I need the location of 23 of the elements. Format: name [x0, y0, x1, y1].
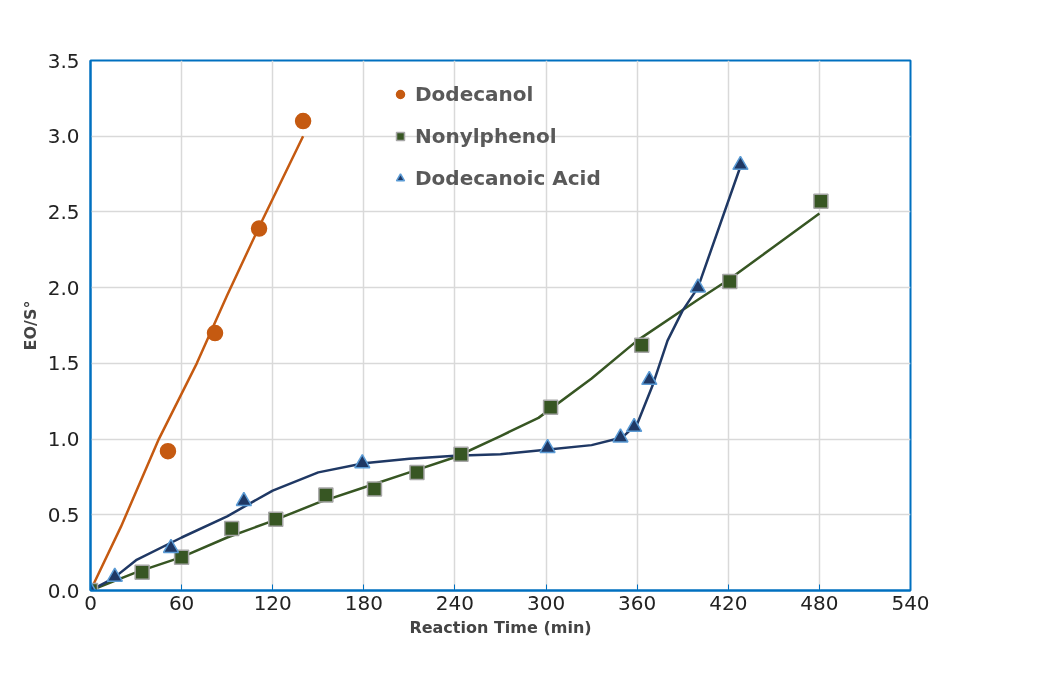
y-tick-label: 2.5: [47, 199, 80, 224]
x-tick-label: 180: [344, 590, 383, 615]
y-tick-label: 1.0: [47, 427, 80, 452]
x-tick-label: 360: [618, 590, 657, 615]
legend-label: Dodecanoic Acid: [415, 166, 601, 190]
y-tick-label: 3.5: [47, 48, 80, 73]
x-tick-label: 0: [84, 590, 97, 615]
x-tick-label: 420: [709, 590, 748, 615]
y-tick-label: 0.5: [47, 502, 80, 527]
y-tick-label: 3.0: [47, 124, 80, 149]
y-tick-label: 0.0: [47, 578, 80, 603]
x-tick-label: 240: [435, 590, 475, 615]
x-tick-label: 120: [253, 590, 292, 615]
y-tick-label: 2.0: [47, 275, 80, 300]
y-tick-label: 1.5: [47, 351, 80, 376]
x-tick-label: 60: [168, 590, 195, 615]
x-axis-title: Reaction Time (min): [409, 617, 592, 637]
legend-label: Nonylphenol: [415, 124, 557, 148]
x-tick-label: 300: [526, 590, 566, 615]
y-axis-title: EO/S°: [20, 300, 40, 351]
legend-label: Dodecanol: [415, 82, 534, 106]
x-tick-label: 480: [800, 590, 839, 615]
x-tick-label: 540: [891, 590, 930, 615]
